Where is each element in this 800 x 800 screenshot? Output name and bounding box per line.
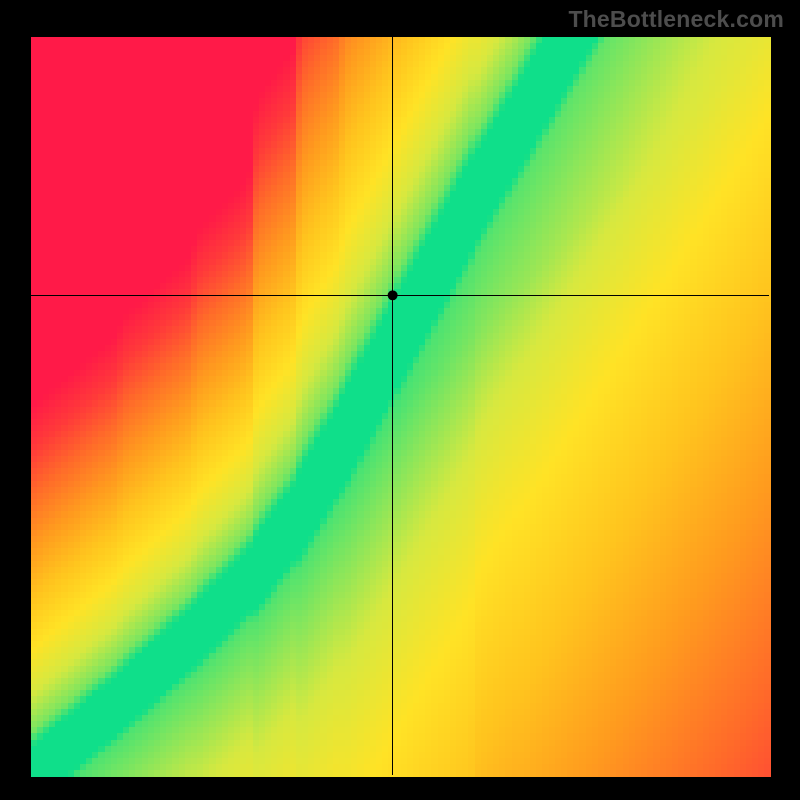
heatmap-canvas — [31, 37, 771, 777]
bottleneck-heatmap — [30, 36, 770, 776]
watermark-text: TheBottleneck.com — [568, 6, 784, 33]
